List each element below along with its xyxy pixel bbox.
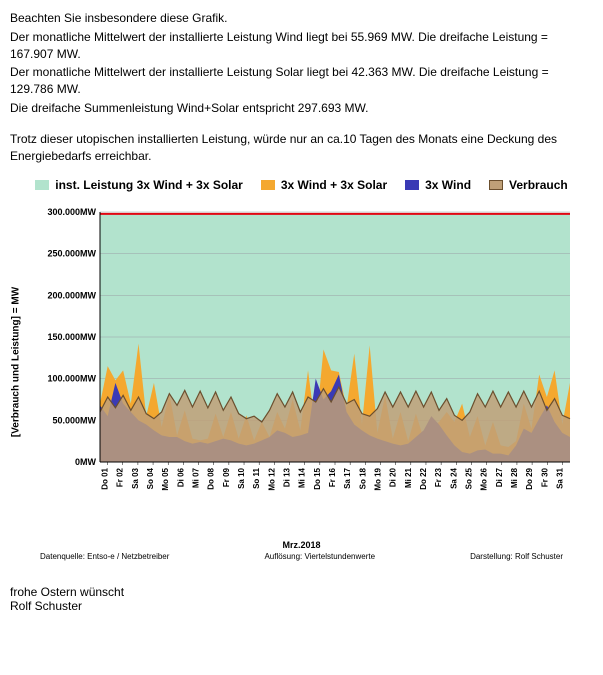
- y-axis-label: [Verbrauch und Leistung] = MW: [11, 287, 22, 437]
- intro-line: Der monatliche Mittelwert der installier…: [10, 29, 593, 63]
- intro-line: Beachten Sie insbesondere diese Grafik.: [10, 10, 593, 27]
- swatch-wind: [405, 180, 419, 190]
- svg-text:250.000MW: 250.000MW: [47, 249, 96, 259]
- legend-label: 3x Wind: [425, 178, 471, 192]
- svg-text:Di 06: Di 06: [176, 468, 185, 488]
- svg-text:Di 13: Di 13: [283, 468, 292, 488]
- svg-text:Di 27: Di 27: [495, 468, 504, 488]
- svg-text:So 18: So 18: [358, 468, 367, 490]
- svg-text:150.000MW: 150.000MW: [47, 332, 96, 342]
- chart-container: [Verbrauch und Leistung] = MW 0MW50.000M…: [40, 202, 593, 522]
- svg-text:0MW: 0MW: [75, 457, 97, 467]
- area-chart: 0MW 50.000MW 100.000MW 150.000MW 200.000MW 25…: [40, 202, 580, 522]
- svg-text:Sa 31: Sa 31: [555, 468, 564, 489]
- svg-text:Sa 17: Sa 17: [343, 468, 352, 489]
- svg-text:So 11: So 11: [252, 468, 261, 489]
- legend-item-installed: inst. Leistung 3x Wind + 3x Solar: [35, 178, 243, 192]
- svg-text:Do 29: Do 29: [525, 468, 534, 490]
- svg-text:Mi 14: Mi 14: [298, 468, 307, 489]
- svg-text:Mo 19: Mo 19: [373, 468, 382, 491]
- svg-text:Do 01: Do 01: [101, 468, 110, 490]
- svg-text:Sa 10: Sa 10: [237, 468, 246, 489]
- intro-text: Beachten Sie insbesondere diese Grafik. …: [10, 10, 593, 164]
- svg-text:300.000MW: 300.000MW: [47, 207, 96, 217]
- svg-text:50.000MW: 50.000MW: [52, 416, 96, 426]
- svg-text:Do 22: Do 22: [419, 468, 428, 490]
- chart-legend: inst. Leistung 3x Wind + 3x Solar 3x Win…: [10, 178, 593, 192]
- svg-text:Fr 16: Fr 16: [328, 468, 337, 488]
- intro-line: Der monatliche Mittelwert der installier…: [10, 64, 593, 98]
- svg-text:Mo 26: Mo 26: [480, 468, 489, 491]
- svg-text:Mi 07: Mi 07: [192, 468, 201, 489]
- chart-footer: Datenquelle: Entso-e / Netzbetreiber Auf…: [40, 552, 563, 561]
- intro-line: Die dreifache Summenleistung Wind+Solar …: [10, 100, 593, 117]
- svg-text:Sa 03: Sa 03: [131, 468, 140, 489]
- signoff: frohe Ostern wünscht Rolf Schuster: [10, 585, 593, 613]
- svg-text:100.000MW: 100.000MW: [47, 374, 96, 384]
- swatch-wind-solar: [261, 180, 275, 190]
- svg-text:Do 08: Do 08: [207, 468, 216, 490]
- chart-resolution: Auflösung: Viertelstundenwerte: [264, 552, 375, 561]
- svg-text:Fr 02: Fr 02: [116, 468, 125, 488]
- x-axis-month: Mrz.2018: [10, 540, 593, 550]
- legend-item-wind: 3x Wind: [405, 178, 471, 192]
- svg-text:Mo 12: Mo 12: [267, 468, 276, 491]
- svg-text:Fr 09: Fr 09: [222, 468, 231, 488]
- swatch-installed: [35, 180, 49, 190]
- chart-author: Darstellung: Rolf Schuster: [470, 552, 563, 561]
- legend-label: inst. Leistung 3x Wind + 3x Solar: [55, 178, 243, 192]
- svg-text:Mo 05: Mo 05: [161, 468, 170, 491]
- legend-item-consumption: Verbrauch: [489, 178, 568, 192]
- svg-text:Do 15: Do 15: [313, 468, 322, 490]
- svg-text:Fr 30: Fr 30: [540, 468, 549, 488]
- svg-text:Fr 23: Fr 23: [434, 468, 443, 488]
- svg-text:Sa 24: Sa 24: [449, 468, 458, 489]
- legend-label: 3x Wind + 3x Solar: [281, 178, 387, 192]
- svg-text:200.000MW: 200.000MW: [47, 291, 96, 301]
- svg-text:Mi 28: Mi 28: [510, 468, 519, 489]
- swatch-consumption: [489, 180, 503, 190]
- svg-text:So 25: So 25: [464, 468, 473, 490]
- svg-text:Mi 21: Mi 21: [404, 468, 413, 489]
- svg-text:So 04: So 04: [146, 468, 155, 490]
- legend-label: Verbrauch: [509, 178, 568, 192]
- chart-source: Datenquelle: Entso-e / Netzbetreiber: [40, 552, 169, 561]
- intro-line: Trotz dieser utopischen installierten Le…: [10, 131, 593, 165]
- legend-item-wind-solar: 3x Wind + 3x Solar: [261, 178, 387, 192]
- svg-text:Di 20: Di 20: [389, 468, 398, 488]
- signoff-line: frohe Ostern wünscht: [10, 585, 593, 599]
- signoff-line: Rolf Schuster: [10, 599, 593, 613]
